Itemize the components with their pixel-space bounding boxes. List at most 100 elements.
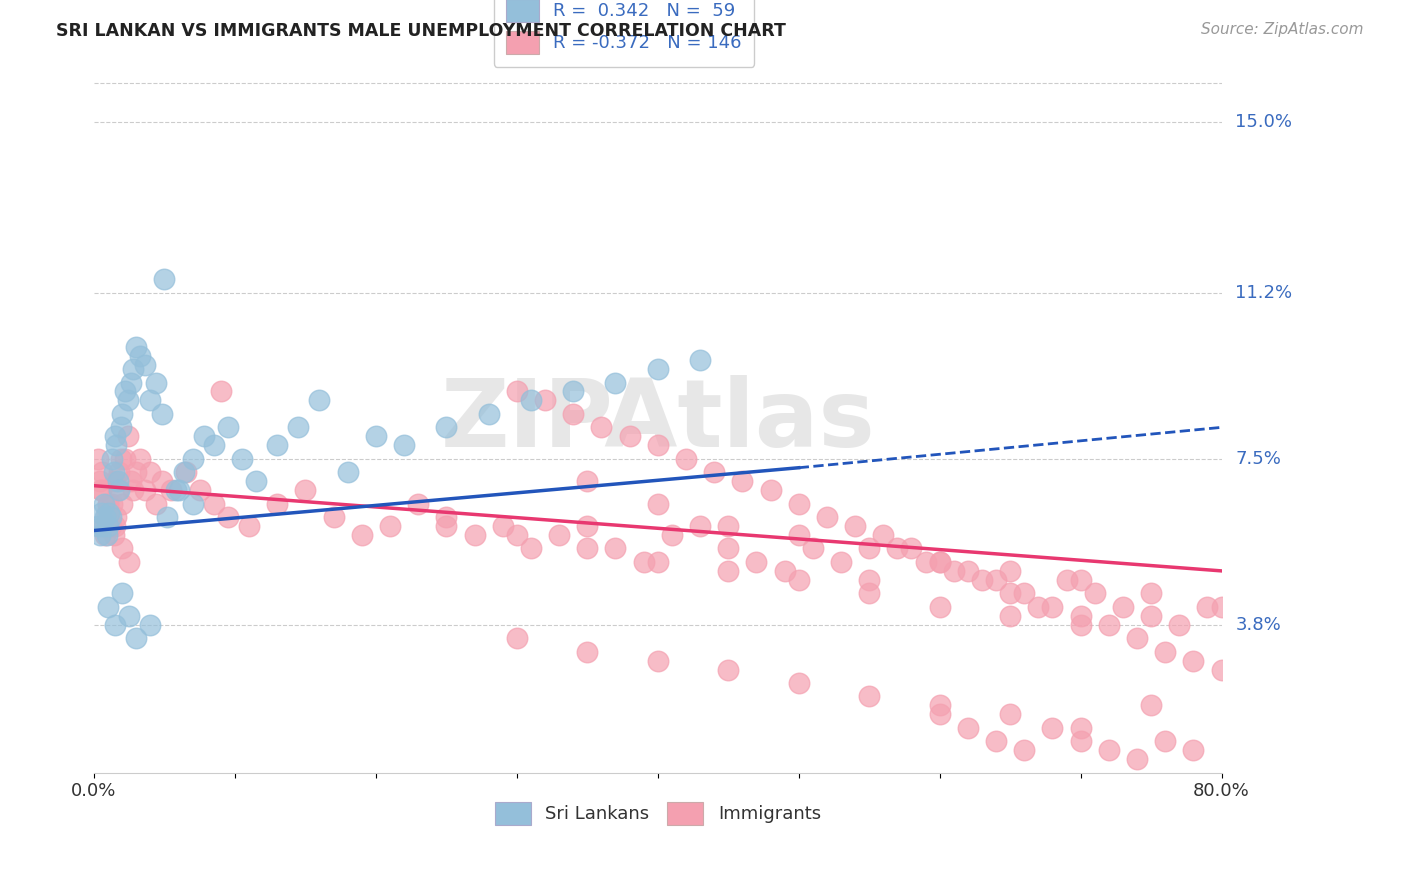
Point bbox=[120, 474, 142, 488]
Point bbox=[107, 483, 129, 498]
Point bbox=[815, 510, 838, 524]
Point bbox=[858, 586, 880, 600]
Point bbox=[97, 519, 120, 533]
Point bbox=[928, 555, 950, 569]
Text: SRI LANKAN VS IMMIGRANTS MALE UNEMPLOYMENT CORRELATION CHART: SRI LANKAN VS IMMIGRANTS MALE UNEMPLOYME… bbox=[56, 22, 786, 40]
Point bbox=[787, 528, 810, 542]
Point bbox=[647, 362, 669, 376]
Point bbox=[129, 349, 152, 363]
Point bbox=[1070, 617, 1092, 632]
Point bbox=[1098, 743, 1121, 757]
Point bbox=[647, 555, 669, 569]
Point bbox=[217, 510, 239, 524]
Point bbox=[238, 519, 260, 533]
Point bbox=[117, 429, 139, 443]
Point bbox=[1154, 734, 1177, 748]
Point bbox=[153, 272, 176, 286]
Point bbox=[647, 654, 669, 668]
Point bbox=[103, 528, 125, 542]
Point bbox=[1197, 599, 1219, 614]
Point bbox=[745, 555, 768, 569]
Text: 3.8%: 3.8% bbox=[1236, 615, 1281, 633]
Point bbox=[703, 465, 725, 479]
Point bbox=[661, 528, 683, 542]
Point bbox=[111, 541, 134, 556]
Point bbox=[90, 483, 112, 498]
Point bbox=[125, 465, 148, 479]
Point bbox=[94, 528, 117, 542]
Point bbox=[202, 438, 225, 452]
Point bbox=[605, 541, 627, 556]
Point bbox=[942, 564, 965, 578]
Point bbox=[801, 541, 824, 556]
Point bbox=[773, 564, 796, 578]
Point bbox=[970, 573, 993, 587]
Point bbox=[107, 474, 129, 488]
Text: ZIPAtlas: ZIPAtlas bbox=[440, 375, 875, 467]
Point bbox=[492, 519, 515, 533]
Point bbox=[830, 555, 852, 569]
Point bbox=[101, 451, 124, 466]
Point bbox=[956, 564, 979, 578]
Point bbox=[1211, 599, 1233, 614]
Point bbox=[122, 362, 145, 376]
Text: 15.0%: 15.0% bbox=[1236, 113, 1292, 131]
Point bbox=[110, 451, 132, 466]
Point bbox=[434, 510, 457, 524]
Text: 7.5%: 7.5% bbox=[1236, 450, 1281, 467]
Point bbox=[150, 474, 173, 488]
Point bbox=[717, 564, 740, 578]
Point bbox=[165, 483, 187, 498]
Point bbox=[717, 663, 740, 677]
Point bbox=[134, 358, 156, 372]
Point bbox=[1084, 586, 1107, 600]
Point bbox=[103, 465, 125, 479]
Point bbox=[392, 438, 415, 452]
Point bbox=[181, 451, 204, 466]
Point bbox=[93, 519, 115, 533]
Point bbox=[717, 541, 740, 556]
Point bbox=[156, 510, 179, 524]
Point bbox=[1126, 752, 1149, 766]
Point bbox=[998, 608, 1021, 623]
Point bbox=[998, 586, 1021, 600]
Point bbox=[1182, 743, 1205, 757]
Point bbox=[1012, 743, 1035, 757]
Point bbox=[118, 608, 141, 623]
Point bbox=[139, 393, 162, 408]
Point bbox=[520, 393, 543, 408]
Point bbox=[145, 376, 167, 390]
Point bbox=[1098, 617, 1121, 632]
Point bbox=[1056, 573, 1078, 587]
Point bbox=[160, 483, 183, 498]
Point bbox=[689, 519, 711, 533]
Point bbox=[928, 599, 950, 614]
Point bbox=[928, 707, 950, 722]
Point bbox=[118, 555, 141, 569]
Point bbox=[1070, 608, 1092, 623]
Point bbox=[91, 465, 114, 479]
Point bbox=[294, 483, 316, 498]
Point bbox=[434, 420, 457, 434]
Point bbox=[209, 384, 232, 399]
Point bbox=[506, 528, 529, 542]
Point bbox=[605, 376, 627, 390]
Point bbox=[647, 497, 669, 511]
Point bbox=[886, 541, 908, 556]
Point bbox=[1126, 631, 1149, 645]
Point bbox=[717, 519, 740, 533]
Point bbox=[90, 483, 112, 498]
Point bbox=[111, 497, 134, 511]
Point bbox=[1168, 617, 1191, 632]
Point bbox=[787, 676, 810, 690]
Point bbox=[120, 376, 142, 390]
Point bbox=[122, 483, 145, 498]
Point bbox=[89, 528, 111, 542]
Point bbox=[188, 483, 211, 498]
Point bbox=[89, 474, 111, 488]
Point bbox=[287, 420, 309, 434]
Point bbox=[181, 497, 204, 511]
Point bbox=[98, 510, 121, 524]
Point bbox=[100, 519, 122, 533]
Point bbox=[534, 393, 557, 408]
